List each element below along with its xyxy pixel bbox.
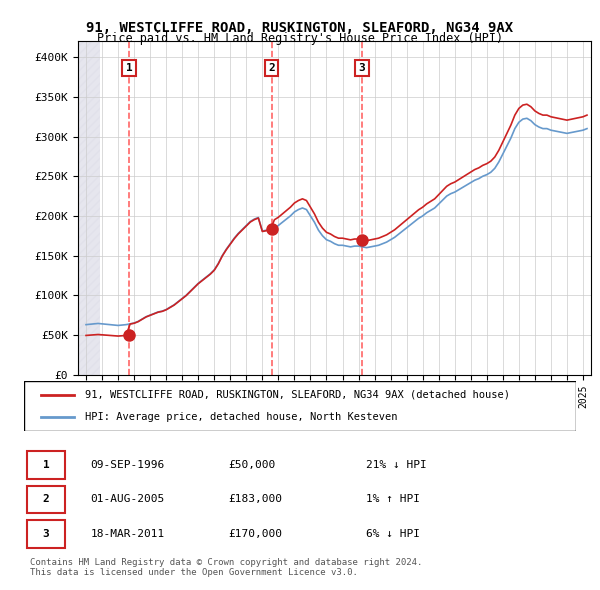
Text: 21% ↓ HPI: 21% ↓ HPI (366, 460, 427, 470)
Text: 91, WESTCLIFFE ROAD, RUSKINGTON, SLEAFORD, NG34 9AX: 91, WESTCLIFFE ROAD, RUSKINGTON, SLEAFOR… (86, 21, 514, 35)
Text: Price paid vs. HM Land Registry's House Price Index (HPI): Price paid vs. HM Land Registry's House … (97, 32, 503, 45)
Text: 3: 3 (43, 529, 49, 539)
Text: 2: 2 (43, 494, 49, 504)
Text: £50,000: £50,000 (228, 460, 275, 470)
Text: 1: 1 (43, 460, 49, 470)
FancyBboxPatch shape (24, 381, 576, 431)
Text: £170,000: £170,000 (228, 529, 282, 539)
Text: 91, WESTCLIFFE ROAD, RUSKINGTON, SLEAFORD, NG34 9AX (detached house): 91, WESTCLIFFE ROAD, RUSKINGTON, SLEAFOR… (85, 389, 510, 399)
Text: 2: 2 (268, 63, 275, 73)
Text: Contains HM Land Registry data © Crown copyright and database right 2024.
This d: Contains HM Land Registry data © Crown c… (30, 558, 422, 577)
Text: £183,000: £183,000 (228, 494, 282, 504)
Text: HPI: Average price, detached house, North Kesteven: HPI: Average price, detached house, Nort… (85, 412, 397, 422)
FancyBboxPatch shape (27, 486, 65, 513)
Text: 01-AUG-2005: 01-AUG-2005 (90, 494, 164, 504)
FancyBboxPatch shape (27, 451, 65, 478)
Text: 6% ↓ HPI: 6% ↓ HPI (366, 529, 420, 539)
FancyBboxPatch shape (27, 520, 65, 548)
Text: 18-MAR-2011: 18-MAR-2011 (90, 529, 164, 539)
Text: 3: 3 (359, 63, 365, 73)
Text: 09-SEP-1996: 09-SEP-1996 (90, 460, 164, 470)
Text: 1: 1 (126, 63, 133, 73)
Text: 1% ↑ HPI: 1% ↑ HPI (366, 494, 420, 504)
